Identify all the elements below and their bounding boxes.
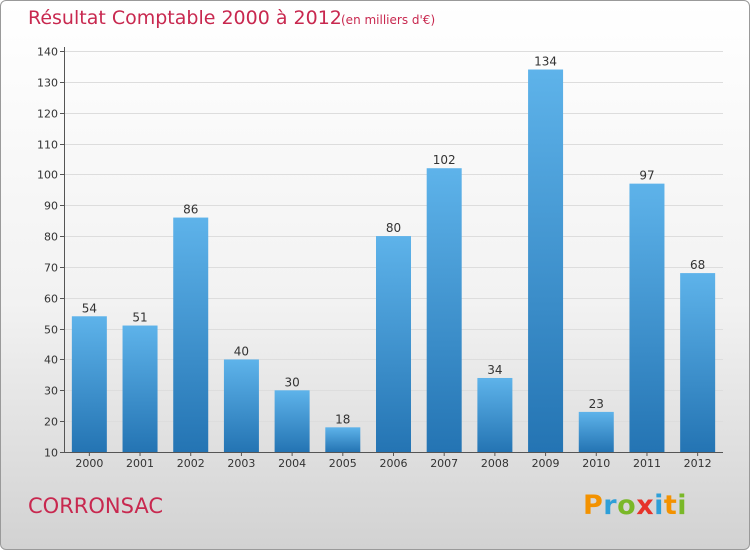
data-label: 134 bbox=[534, 55, 557, 69]
bar bbox=[426, 168, 462, 452]
logo-letter: x bbox=[636, 490, 655, 521]
bar bbox=[325, 427, 361, 452]
bar bbox=[71, 316, 107, 452]
x-tick-label: 2005 bbox=[329, 457, 357, 470]
data-label: 23 bbox=[589, 397, 604, 411]
logo-letter: t bbox=[663, 490, 678, 521]
y-tick-label: 140 bbox=[37, 46, 58, 59]
y-tick-label: 50 bbox=[44, 324, 58, 337]
x-tick-label: 2007 bbox=[430, 457, 458, 470]
axes: 10 20 30 40 50 60 70 80 90 100 110 120 130 140 2000 200… bbox=[37, 46, 723, 470]
logo-letter: i bbox=[654, 490, 664, 521]
y-tick-label: 120 bbox=[37, 108, 58, 121]
bar bbox=[578, 411, 614, 452]
y-tick-label: 70 bbox=[44, 262, 58, 275]
x-tick-label: 2004 bbox=[278, 457, 306, 470]
x-tick-label: 2011 bbox=[633, 457, 661, 470]
y-tick-label: 60 bbox=[44, 293, 58, 306]
logo-letter: i bbox=[677, 490, 688, 521]
logo-letter: o bbox=[617, 490, 637, 521]
y-tick-label: 30 bbox=[44, 385, 58, 398]
x-tick-label: 2002 bbox=[177, 457, 205, 470]
data-label: 30 bbox=[284, 375, 299, 389]
data-label: 54 bbox=[82, 301, 97, 315]
bar bbox=[376, 236, 411, 452]
x-tick-label: 2006 bbox=[380, 457, 408, 470]
data-label: 102 bbox=[433, 153, 456, 167]
bars bbox=[71, 69, 716, 452]
bar bbox=[223, 359, 259, 452]
bar bbox=[274, 390, 310, 452]
y-tick-label: 110 bbox=[37, 139, 58, 152]
data-label: 18 bbox=[335, 412, 350, 426]
x-tick-label: 2000 bbox=[75, 457, 103, 470]
y-tick-label: 90 bbox=[44, 200, 58, 213]
bar bbox=[528, 69, 564, 452]
bar bbox=[122, 325, 158, 452]
data-label: 34 bbox=[487, 363, 502, 377]
chart-subtitle: (en milliers d'€) bbox=[341, 13, 436, 27]
data-label: 51 bbox=[132, 311, 147, 325]
logo-letter: r bbox=[603, 490, 618, 521]
data-label: 68 bbox=[690, 258, 705, 272]
data-label: 80 bbox=[386, 221, 401, 235]
data-label: 86 bbox=[183, 203, 198, 217]
chart-title: Résultat Comptable 2000 à 2012 bbox=[28, 7, 342, 29]
x-tick-label: 2008 bbox=[481, 457, 509, 470]
y-tick-label: 130 bbox=[37, 77, 58, 90]
y-tick-label: 40 bbox=[44, 354, 58, 367]
x-tick-label: 2012 bbox=[684, 457, 712, 470]
x-tick-label: 2003 bbox=[227, 457, 255, 470]
data-label: 97 bbox=[639, 169, 654, 183]
labels: 54 51 86 40 30 18 80 102 34 134 23 97 68 bbox=[82, 55, 706, 427]
y-tick-label: 100 bbox=[37, 169, 58, 182]
commune-name: CORRONSAC bbox=[28, 494, 163, 518]
y-tick-label: 10 bbox=[44, 447, 58, 460]
y-tick-label: 80 bbox=[44, 231, 58, 244]
proxiti-logo: Proxiti bbox=[583, 490, 687, 521]
bar bbox=[173, 217, 209, 452]
logo-letter: P bbox=[583, 490, 604, 521]
x-tick-label: 2001 bbox=[126, 457, 154, 470]
y-tick-label: 20 bbox=[44, 416, 58, 429]
x-tick-label: 2009 bbox=[532, 457, 560, 470]
bar bbox=[477, 377, 513, 452]
bar bbox=[680, 273, 716, 452]
x-tick-label: 2010 bbox=[582, 457, 610, 470]
bar bbox=[629, 183, 665, 452]
data-label: 40 bbox=[234, 344, 249, 358]
